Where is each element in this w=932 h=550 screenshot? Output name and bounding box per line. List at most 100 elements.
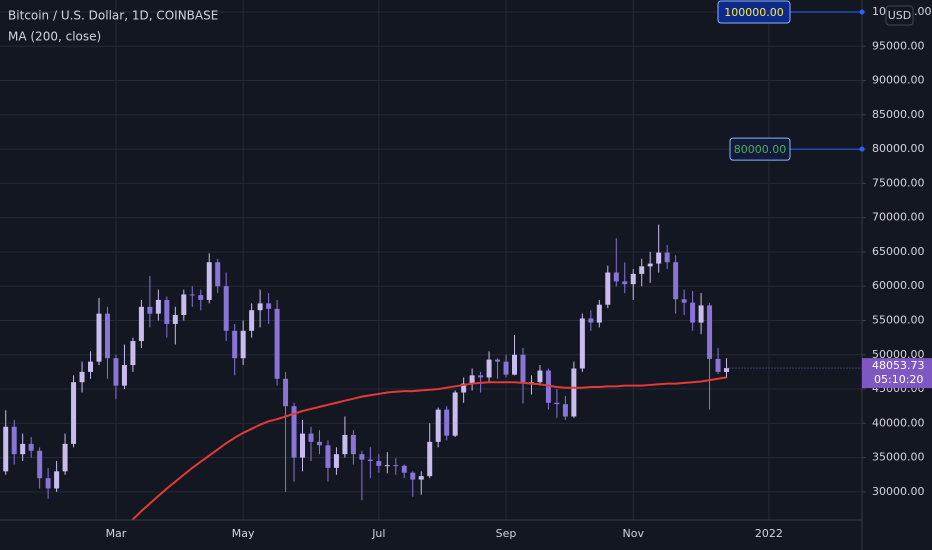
y-tick-label: 70000.00 <box>872 211 925 224</box>
candle-body <box>274 308 280 379</box>
candle-body <box>393 465 399 467</box>
ma-line <box>130 376 727 520</box>
candle-body <box>291 406 297 458</box>
candle-body <box>45 478 51 489</box>
candle-body <box>54 471 60 489</box>
candle-body <box>155 299 161 314</box>
candle-body <box>316 441 322 446</box>
candle-body <box>164 299 170 324</box>
alert-dot <box>859 146 865 152</box>
candle-body <box>104 313 110 359</box>
candle-body <box>605 272 611 305</box>
candle-body <box>512 354 518 375</box>
candle-body <box>596 304 602 323</box>
candle-body <box>121 365 127 386</box>
last-price-tag <box>862 358 932 389</box>
candle-body <box>673 262 679 300</box>
candle-body <box>20 443 26 455</box>
y-tick-label: 65000.00 <box>872 245 925 258</box>
candle-body <box>444 409 450 436</box>
candle-body <box>495 359 501 362</box>
candle-body <box>172 315 178 324</box>
candle-body <box>300 433 306 458</box>
candle-body <box>401 465 407 473</box>
candle-body <box>359 454 365 460</box>
plot-area <box>3 224 730 520</box>
candle-body <box>664 252 670 263</box>
candle-body <box>350 434 356 455</box>
y-tick-label: 95000.00 <box>872 39 925 52</box>
candle-body <box>537 370 543 383</box>
candle-body <box>724 368 730 372</box>
candle-body <box>588 318 594 323</box>
candle-body <box>206 262 212 300</box>
candle-body <box>113 358 119 386</box>
x-tick-label: Jul <box>371 527 385 540</box>
alert-dot <box>859 9 865 15</box>
candle-body <box>427 441 433 477</box>
candle-body <box>520 354 526 383</box>
candle-body <box>647 263 653 267</box>
currency-label: USD <box>888 9 912 22</box>
candle-body <box>571 368 577 417</box>
candle-body <box>545 370 551 403</box>
candle-body <box>579 318 585 369</box>
y-tick-label: 40000.00 <box>872 416 925 429</box>
last-price-label: 48053.73 <box>872 359 925 372</box>
candle-body <box>96 313 102 362</box>
candle-body <box>215 262 221 287</box>
candle-body <box>257 303 263 311</box>
y-tick-label: 90000.00 <box>872 74 925 87</box>
y-tick-label: 85000.00 <box>872 108 925 121</box>
candle-body <box>325 445 331 468</box>
candle-body <box>469 375 475 384</box>
candle-body <box>367 459 373 462</box>
y-tick-label: 60000.00 <box>872 279 925 292</box>
candle-body <box>613 272 619 282</box>
y-tick-label: 35000.00 <box>872 451 925 464</box>
candle-body <box>79 371 85 383</box>
candle-body <box>62 443 68 472</box>
candle-body <box>223 286 229 331</box>
x-tick-label: Sep <box>496 527 517 540</box>
x-tick-label: 2022 <box>755 527 783 540</box>
chart-title: Bitcoin / U.S. Dollar, 1D, COINBASE <box>8 9 218 23</box>
candle-body <box>181 294 187 316</box>
candle-body <box>88 361 94 372</box>
candle-body <box>554 402 560 405</box>
candle-body <box>452 392 458 436</box>
candle-body <box>3 426 9 472</box>
alert-box[interactable] <box>729 137 791 161</box>
candle-body <box>715 358 721 372</box>
candle-body <box>342 434 348 455</box>
x-tick-label: May <box>232 527 255 540</box>
candle-body <box>681 299 687 303</box>
candle-body <box>189 294 195 296</box>
candle-body <box>11 426 17 455</box>
candle-body <box>698 305 704 323</box>
candle-body <box>37 450 43 479</box>
candle-body <box>410 472 416 480</box>
candle-body <box>622 281 628 285</box>
alert-box[interactable] <box>717 0 791 24</box>
candle-body <box>249 310 255 331</box>
y-tick-label: 80000.00 <box>872 142 925 155</box>
candle-body <box>333 454 339 468</box>
candle-body <box>707 305 713 359</box>
candle-body <box>308 433 314 442</box>
candle-body <box>656 252 662 264</box>
candle-body <box>384 465 390 467</box>
currency-badge[interactable] <box>885 5 914 26</box>
candle-body <box>690 302 696 323</box>
candle-body <box>232 330 238 359</box>
candle-body <box>138 306 144 342</box>
candle-body <box>562 404 568 417</box>
candle-body <box>639 266 645 274</box>
y-tick-label: 50000.00 <box>872 348 925 361</box>
candle-body <box>503 361 509 375</box>
candle-body <box>461 383 467 393</box>
candle-body <box>28 443 34 451</box>
candle-body <box>486 359 492 378</box>
candle-body <box>283 378 289 407</box>
